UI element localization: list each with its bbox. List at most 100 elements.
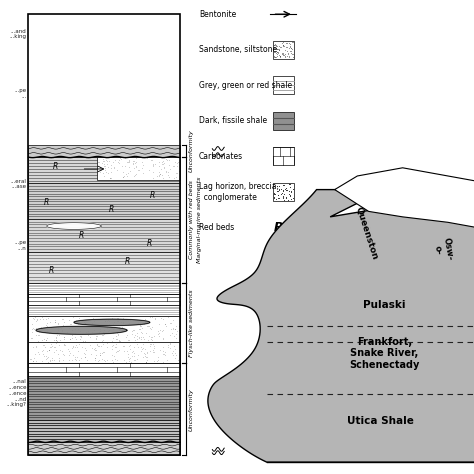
Point: [100, 356, 108, 364]
Point: [270, 53, 278, 60]
Point: [143, 357, 151, 365]
Point: [105, 158, 113, 165]
Point: [275, 42, 283, 50]
Point: [31, 313, 38, 320]
Point: [27, 356, 34, 363]
Point: [159, 334, 167, 342]
Point: [98, 159, 106, 166]
Point: [96, 351, 104, 359]
Point: [99, 348, 107, 356]
Point: [69, 334, 76, 342]
Point: [283, 47, 290, 55]
Point: [276, 52, 284, 59]
Point: [275, 46, 283, 54]
Point: [137, 322, 145, 329]
Bar: [273, 41, 294, 59]
Point: [81, 345, 89, 352]
Point: [272, 190, 279, 198]
Point: [76, 314, 83, 321]
Point: [165, 161, 173, 169]
Point: [154, 353, 162, 361]
Point: [114, 317, 122, 324]
Point: [149, 346, 157, 354]
Point: [46, 357, 54, 365]
Point: [89, 314, 97, 322]
Point: [147, 335, 155, 342]
Point: [132, 164, 139, 171]
Point: [107, 161, 115, 169]
Point: [83, 356, 91, 364]
Point: [273, 196, 280, 203]
Point: [81, 319, 89, 327]
Point: [287, 49, 295, 57]
Polygon shape: [335, 168, 474, 230]
Point: [60, 350, 67, 357]
Point: [42, 352, 49, 360]
Point: [273, 48, 281, 56]
Point: [116, 325, 123, 333]
Point: [100, 328, 107, 336]
Point: [170, 325, 177, 333]
Bar: [97, 157, 180, 180]
Text: Red beds: Red beds: [199, 223, 234, 232]
Point: [114, 166, 121, 174]
Point: [139, 162, 146, 169]
Point: [130, 157, 137, 165]
Point: [72, 341, 80, 349]
Point: [119, 314, 127, 322]
Point: [125, 319, 133, 327]
Point: [45, 329, 53, 337]
Point: [89, 319, 96, 327]
Point: [103, 343, 111, 350]
Point: [134, 319, 142, 327]
Point: [130, 350, 137, 357]
Point: [114, 347, 122, 355]
Text: R: R: [147, 239, 153, 248]
Point: [151, 316, 158, 323]
Point: [141, 350, 149, 357]
Point: [286, 192, 293, 200]
Point: [126, 157, 133, 164]
Point: [75, 341, 83, 348]
Point: [276, 52, 284, 60]
Point: [35, 331, 43, 339]
Point: [164, 343, 172, 351]
Point: [42, 356, 49, 363]
Point: [58, 315, 66, 323]
Point: [132, 155, 140, 162]
Point: [32, 343, 40, 351]
Text: Sandstone, siltstone: Sandstone, siltstone: [199, 46, 277, 54]
Text: Commonly with red beds: Commonly with red beds: [189, 181, 194, 259]
Point: [160, 351, 167, 358]
Point: [35, 351, 43, 358]
Text: Osw-
o-: Osw- o-: [432, 237, 455, 263]
Point: [92, 351, 100, 359]
Point: [171, 342, 178, 349]
Point: [28, 325, 36, 333]
Bar: [28, 283, 180, 294]
Point: [56, 346, 64, 354]
Point: [96, 164, 104, 172]
Point: [142, 345, 149, 352]
Point: [126, 341, 134, 349]
Point: [281, 52, 289, 59]
Point: [125, 357, 132, 365]
Point: [276, 46, 283, 54]
Point: [113, 343, 120, 351]
Point: [284, 50, 292, 58]
Point: [164, 313, 172, 321]
Point: [118, 328, 126, 335]
Point: [167, 319, 174, 327]
Point: [273, 48, 281, 56]
Point: [51, 343, 58, 351]
Point: [123, 173, 131, 180]
Point: [115, 160, 122, 167]
Point: [95, 356, 102, 364]
Point: [280, 41, 287, 49]
Point: [68, 356, 75, 364]
Point: [156, 170, 164, 178]
Point: [280, 187, 287, 195]
Point: [125, 342, 133, 350]
Point: [71, 354, 78, 361]
Point: [273, 52, 281, 59]
